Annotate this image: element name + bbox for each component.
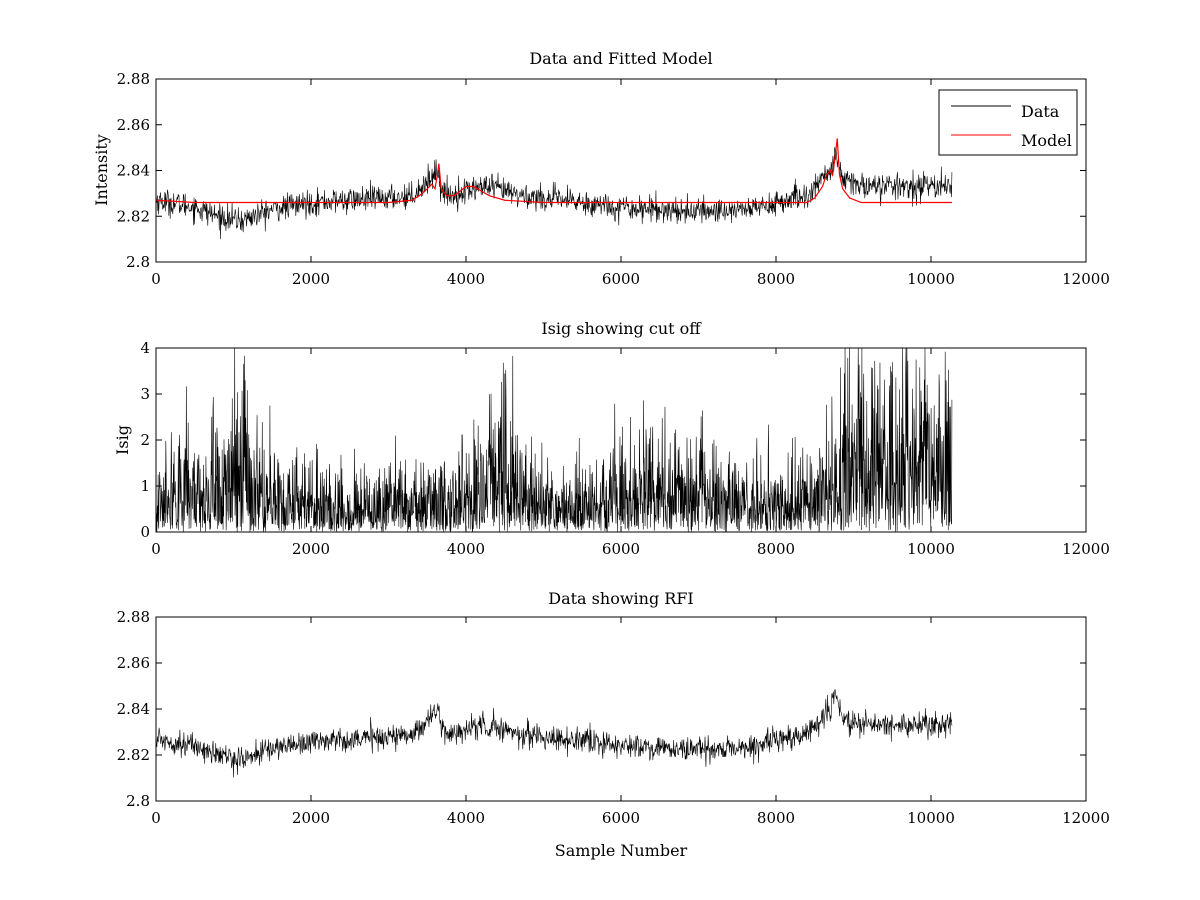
y-tick-label: 0 [140, 523, 150, 541]
legend: Data Model [938, 89, 1078, 156]
y-tick-label: 2.86 [117, 654, 150, 672]
tick-layer: 0 2000 4000 6000 8000 10000 12000 0 1 2 3 4 [140, 339, 1109, 558]
y-tick-label: 2 [140, 431, 150, 449]
series-line-model [155, 138, 952, 204]
x-tick-label: 4000 [447, 270, 485, 288]
axes-frame [155, 616, 1087, 802]
series-line-data [155, 689, 953, 778]
x-tick-label: 12000 [1062, 540, 1110, 558]
axes-frame [155, 347, 1087, 533]
x-tick-label: 8000 [757, 809, 795, 827]
y-tick-label: 1 [140, 477, 150, 495]
y-axis-title: Isig [113, 425, 132, 455]
y-axis-title: Intensity [92, 134, 111, 206]
y-tick-label: 2.82 [117, 207, 150, 225]
x-tick-label: 8000 [757, 270, 795, 288]
x-axis-title: Sample Number [555, 841, 688, 860]
x-tick-label: 4000 [447, 809, 485, 827]
panel-title: Isig showing cut off [541, 319, 702, 338]
series-layer [155, 138, 953, 240]
legend-model-label: Model [1021, 131, 1072, 150]
legend-data-label: Data [1021, 102, 1060, 121]
x-tick-label: 2000 [292, 809, 330, 827]
axes-frame [155, 78, 1087, 263]
x-tick-label: 10000 [907, 270, 955, 288]
y-tick-label: 3 [140, 385, 150, 403]
tick-layer: 0 2000 4000 6000 8000 10000 12000 2.8 2.82 2.84 2.… [117, 608, 1110, 827]
isig-panel: Isig showing cut off Isig 0 2000 4000 6000 8… [113, 319, 1110, 558]
y-tick-label: 2.88 [117, 608, 150, 626]
tick-layer: 0 2000 4000 6000 8000 10000 12000 2.8 2.82 2.84 2.… [117, 70, 1110, 288]
y-tick-label: 4 [140, 339, 150, 357]
y-tick-label: 2.86 [117, 116, 150, 134]
y-tick-label: 2.8 [126, 792, 150, 810]
y-tick-label: 2.82 [117, 746, 150, 764]
x-tick-label: 12000 [1062, 809, 1110, 827]
y-tick-label: 2.84 [117, 162, 150, 180]
panel-title: Data showing RFI [548, 589, 693, 608]
x-tick-label: 2000 [292, 270, 330, 288]
x-tick-label: 2000 [292, 540, 330, 558]
y-tick-label: 2.84 [117, 700, 150, 718]
x-tick-label: 0 [151, 540, 161, 558]
panel-title: Data and Fitted Model [529, 49, 712, 68]
series-layer [155, 347, 953, 533]
x-tick-label: 12000 [1062, 270, 1110, 288]
y-tick-label: 2.8 [126, 253, 150, 271]
intensity-model-panel: Data and Fitted Model Intensity 0 2000 400… [92, 49, 1110, 288]
series-line-isig [155, 347, 953, 533]
x-tick-label: 8000 [757, 540, 795, 558]
legend-box [938, 89, 1078, 156]
x-tick-label: 6000 [602, 540, 640, 558]
x-tick-label: 10000 [907, 809, 955, 827]
series-line-data [155, 146, 953, 240]
rfi-panel: Data showing RFI 0 2000 4000 6000 8000 10000 1… [117, 589, 1110, 860]
x-tick-label: 0 [151, 270, 161, 288]
x-tick-label: 0 [151, 809, 161, 827]
series-layer [155, 689, 953, 778]
y-tick-label: 2.88 [117, 70, 150, 88]
x-tick-label: 6000 [602, 270, 640, 288]
x-tick-label: 6000 [602, 809, 640, 827]
x-tick-label: 10000 [907, 540, 955, 558]
x-tick-label: 4000 [447, 540, 485, 558]
